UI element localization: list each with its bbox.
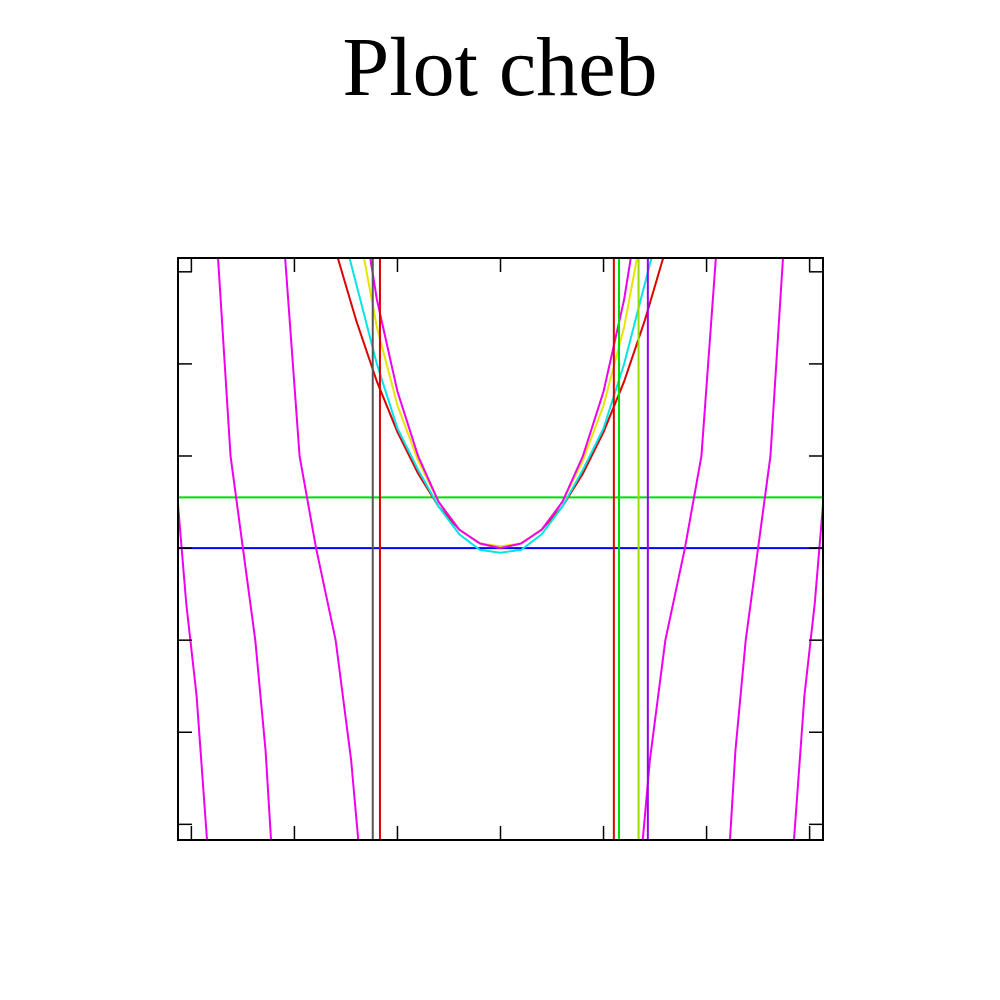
plot-area [178,258,823,840]
series-line [348,258,653,554]
chart-title: Plot cheb [343,21,658,114]
series-line [362,258,639,548]
series-line [178,258,823,840]
